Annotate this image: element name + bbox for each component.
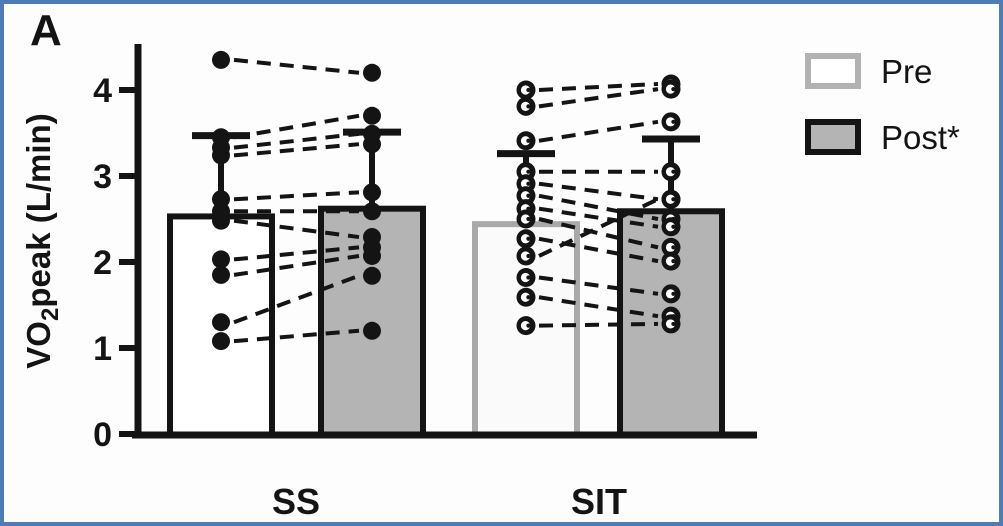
point-ss-pre xyxy=(212,265,230,284)
pair-line-sit xyxy=(538,295,659,319)
pair-line-sit xyxy=(538,81,659,92)
point-ss-pre xyxy=(212,146,230,165)
point-sit-post-center xyxy=(665,117,676,127)
point-ss-post xyxy=(363,63,381,82)
point-sit-pre-center xyxy=(520,292,531,302)
panel-label: A xyxy=(30,6,63,55)
pair-line-ss xyxy=(233,254,360,277)
point-sit-post-dot xyxy=(671,87,676,92)
point-sit-pre-center xyxy=(520,136,531,146)
point-sit-pre-center xyxy=(520,321,531,331)
y-tick-label: 1 xyxy=(93,330,112,368)
y-tick-label: 0 xyxy=(93,416,112,454)
point-sit-post-dot xyxy=(671,259,676,264)
pair-line-ss xyxy=(233,57,360,75)
point-sit-pre-center xyxy=(520,85,531,95)
post-swatch-icon xyxy=(805,119,861,155)
point-sit-pre-dot xyxy=(526,275,531,280)
point-ss-pre xyxy=(212,313,230,332)
point-sit-pre-dot xyxy=(526,169,531,174)
pair-line-ss xyxy=(233,245,360,262)
pair-line-ss xyxy=(233,218,360,240)
point-sit-pre-dot xyxy=(526,193,531,198)
pair-line-sit xyxy=(538,119,659,143)
point-sit-post-dot xyxy=(671,119,676,124)
point-sit-pre-center xyxy=(520,272,531,283)
y-tick-label: 4 xyxy=(93,72,112,110)
point-sit-pre-center xyxy=(520,179,531,189)
point-sit-post-center xyxy=(665,167,676,177)
pair-line-sit xyxy=(538,321,659,328)
pair-line-sit xyxy=(538,181,659,202)
point-sit-pre-dot xyxy=(526,104,531,109)
point-ss-post xyxy=(363,321,381,340)
point-sit-pre-dot xyxy=(526,138,531,143)
point-sit-pre-dot xyxy=(526,253,531,259)
pair-line-ss xyxy=(233,131,360,150)
pair-line-sit xyxy=(538,217,659,250)
point-sit-post-center xyxy=(665,242,676,252)
pair-line-ss xyxy=(233,190,360,202)
point-ss-post xyxy=(363,202,381,221)
point-ss-post xyxy=(363,135,381,154)
point-ss-post xyxy=(363,266,381,285)
pair-line-sit xyxy=(538,275,659,296)
point-sit-pre-center xyxy=(520,167,531,177)
point-sit-post-dot xyxy=(671,197,676,202)
point-sit-post-dot xyxy=(671,169,676,174)
point-ss-pre xyxy=(212,250,230,269)
legend: Pre Post* xyxy=(805,53,960,155)
point-sit-post-dot xyxy=(671,245,676,250)
pair-line-ss xyxy=(233,142,360,158)
point-sit-pre-center xyxy=(520,251,531,261)
pair-line-sit xyxy=(538,193,659,221)
pair-line-ss xyxy=(233,113,360,140)
point-sit-post-dot xyxy=(671,321,676,327)
point-sit-pre-center xyxy=(520,191,531,201)
pair-line-sit xyxy=(538,87,659,109)
point-sit-pre-center xyxy=(520,101,531,111)
point-ss-post xyxy=(363,246,381,265)
point-sit-post-dot xyxy=(671,291,676,296)
x-category-label-ss: SS xyxy=(272,481,320,522)
y-axis-title: VO2peak (L/min) xyxy=(20,113,64,368)
pre-swatch-icon xyxy=(805,53,861,89)
point-sit-pre-dot xyxy=(526,181,531,186)
y-tick-label: 3 xyxy=(93,158,112,196)
legend-item-post: Post* xyxy=(805,119,960,155)
point-sit-post-center xyxy=(665,319,676,329)
point-sit-post-center xyxy=(665,289,676,299)
point-ss-post xyxy=(363,183,381,202)
y-tick-label: 2 xyxy=(93,244,112,282)
point-sit-pre-dot xyxy=(526,216,531,222)
legend-item-pre: Pre xyxy=(805,53,960,89)
point-sit-post-center xyxy=(665,256,676,266)
point-sit-pre-dot xyxy=(526,236,531,241)
point-sit-post-center xyxy=(665,84,676,94)
point-sit-pre-center xyxy=(520,214,531,224)
point-ss-post xyxy=(363,106,381,125)
point-sit-post-dot xyxy=(671,224,676,229)
pair-line-sit xyxy=(538,206,659,229)
vo2peak-chart: 0 1 2 3 4 VO2peak (L/min) SS SIT xyxy=(20,44,757,522)
point-sit-pre-dot xyxy=(526,87,531,93)
point-sit-pre-center xyxy=(520,234,531,244)
point-ss-pre xyxy=(212,211,230,230)
pair-line-sit xyxy=(538,236,659,264)
x-category-label-sit: SIT xyxy=(571,481,627,522)
legend-label-post: Post* xyxy=(881,118,960,156)
pair-line-ss xyxy=(233,328,360,344)
point-ss-pre xyxy=(212,332,230,351)
point-ss-pre xyxy=(212,50,230,69)
point-sit-post-center xyxy=(665,222,676,232)
point-sit-pre-dot xyxy=(526,323,531,328)
point-sit-pre-dot xyxy=(526,295,531,300)
point-sit-post-center xyxy=(665,194,676,204)
legend-label-pre: Pre xyxy=(881,52,933,90)
